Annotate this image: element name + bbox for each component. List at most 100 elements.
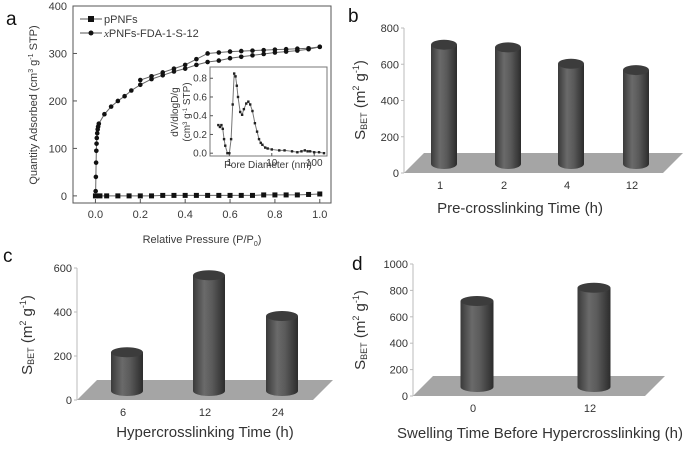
data-point <box>129 88 134 93</box>
x-axis-title: Hypercrosslinking Time (h) <box>116 424 294 441</box>
bar-24 <box>266 311 298 396</box>
data-point <box>317 44 323 50</box>
inset-data-point <box>255 130 259 133</box>
data-point <box>216 192 222 198</box>
inset-frame <box>209 66 328 157</box>
panel-label-a: a <box>6 9 17 30</box>
y-tick-label: 0 <box>66 395 72 407</box>
x-tick-label: 1 <box>437 180 443 192</box>
data-point <box>138 82 143 88</box>
data-point <box>94 135 100 141</box>
data-point <box>102 111 107 117</box>
data-point <box>94 148 99 154</box>
bar-top <box>431 39 457 50</box>
y-tick-label: 600 <box>390 312 408 324</box>
y-tick-label: 100 <box>49 143 67 155</box>
inset-data-point <box>245 102 248 105</box>
panel-c-bar-chart: 0 200 400 600 6 12 24 Hypercrosslinking Time (h… <box>18 263 333 441</box>
inset-data-point <box>222 137 226 141</box>
inset-y-tick-label: 0.8 <box>193 74 207 85</box>
data-point <box>94 130 100 136</box>
floor-plane <box>413 376 665 396</box>
data-point <box>160 192 166 198</box>
inset-data-point <box>283 149 286 152</box>
y-tick-label: 200 <box>49 96 67 108</box>
y-tick-label: 600 <box>381 59 399 71</box>
data-point <box>104 193 110 199</box>
y-axis-title: SBET (m2 g-1) <box>18 295 36 375</box>
y-tick-label: 200 <box>54 351 72 363</box>
panel-a-y-ticks: 0 100 200 300 400 <box>49 1 77 203</box>
bar-12 <box>623 65 649 169</box>
y-tick-label: 0 <box>61 191 67 203</box>
y-tick-label: 400 <box>49 1 67 13</box>
inset-data-point <box>300 150 303 153</box>
y-tick-label: 1000 <box>384 259 408 271</box>
y-tick-label: 400 <box>390 338 408 350</box>
data-point <box>137 193 143 199</box>
data-point <box>108 104 114 109</box>
bar-4 <box>558 58 584 169</box>
inset-data-point <box>221 127 224 131</box>
bar-body <box>558 63 584 169</box>
inset-data-point <box>226 151 229 155</box>
bar-top <box>623 65 649 76</box>
panel-a-x-axis-title: Relative Pressure (P/P0) <box>143 234 262 248</box>
legend-entry-ppnfs: pPNFs <box>104 14 138 26</box>
inset-data-point <box>303 149 307 152</box>
inset-data-point <box>236 95 240 99</box>
bar-6 <box>111 347 143 396</box>
data-point <box>171 66 177 71</box>
data-point <box>227 192 233 198</box>
inset-data-point <box>242 107 246 111</box>
inset-data-point <box>278 149 281 152</box>
x-tick-label: 4 <box>564 180 570 192</box>
bar-body <box>431 44 457 169</box>
inset-data-point <box>220 123 223 127</box>
bar-top <box>460 296 494 306</box>
data-point <box>205 192 211 198</box>
data-point <box>93 160 99 165</box>
legend-circle-marker-icon <box>88 30 94 36</box>
inset-data-point <box>231 103 234 106</box>
data-point <box>194 56 199 62</box>
inset-data-point <box>264 146 267 149</box>
inset-data-point <box>217 123 220 127</box>
inset-x-tick-label: 10 <box>266 158 278 169</box>
series-line <box>95 193 320 197</box>
inset-data-point <box>224 144 227 147</box>
inset-data-point <box>249 103 252 106</box>
inset-data-point <box>259 141 262 145</box>
inset-data-point <box>322 151 326 155</box>
bar-2 <box>495 42 521 169</box>
inset-data-point <box>296 151 299 154</box>
inset-data-point <box>266 147 269 150</box>
data-point <box>96 121 102 127</box>
data-point <box>283 46 289 52</box>
panel-label-b: b <box>348 6 359 27</box>
data-point <box>149 193 155 199</box>
bar-body <box>111 352 143 396</box>
bar-top <box>558 58 584 69</box>
y-tick-label: 300 <box>49 48 67 60</box>
data-point <box>249 192 255 198</box>
data-point <box>238 48 244 54</box>
inset-data-point <box>308 150 312 153</box>
inset-y-tick-label: 0.0 <box>193 149 207 160</box>
inset-data-point <box>240 113 244 116</box>
data-point <box>294 192 300 198</box>
data-point <box>250 53 255 58</box>
floor-plane <box>404 153 683 173</box>
data-point <box>182 66 188 71</box>
inset-y-tick-label: 0.4 <box>193 111 207 122</box>
data-point <box>94 141 99 146</box>
legend-square-marker-icon <box>88 16 94 22</box>
y-tick-label: 0 <box>393 168 399 180</box>
inset-data-point <box>251 109 254 113</box>
x-tick-label: 6 <box>120 407 126 419</box>
inset-data-point <box>306 150 309 153</box>
bar-0 <box>460 296 494 392</box>
y-tick-label: 600 <box>54 263 72 275</box>
